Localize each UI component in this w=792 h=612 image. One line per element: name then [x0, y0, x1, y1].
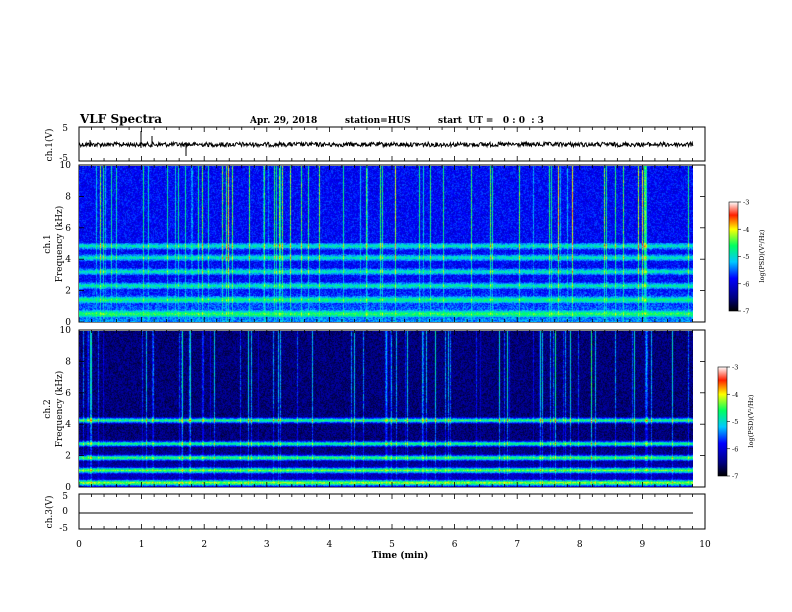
colorbar-tick-label: -3: [732, 364, 738, 372]
date-label: Apr. 29, 2018: [249, 116, 317, 126]
ch3-voltage-frame: [78, 493, 706, 530]
colorbar-tick-label: -5: [732, 418, 738, 426]
x-tick-label: 3: [264, 540, 270, 550]
freq-tick-label: 0: [65, 318, 71, 328]
ch1-colorbar-label: log(PSD)(V²/Hz): [758, 229, 766, 282]
colorbar-tick-label: -7: [743, 308, 749, 316]
colorbar-tick-label: -4: [743, 226, 749, 234]
ch2-spectrogram-image: [79, 331, 693, 487]
colorbar-tick-label: -4: [732, 391, 738, 399]
ch3-ytick-bottom: -5: [59, 524, 68, 534]
freq-tick-label: 10: [60, 326, 72, 336]
freq-tick-label: 10: [60, 161, 72, 171]
freq-tick-label: 4: [65, 420, 71, 430]
x-tick-label: 10: [699, 540, 711, 550]
ch2-colorbar-ticks: -3 -4 -5 -6 -7: [727, 364, 738, 481]
ch1-ytick-top: 5: [62, 124, 68, 134]
ch3-voltage-ylabel: ch.3(V): [44, 496, 55, 529]
freq-tick-label: 6: [65, 224, 71, 234]
ch2-spectrogram-ylabel-channel: ch.2: [43, 399, 53, 418]
ch3-voltage-xticks: [78, 494, 706, 529]
ch2-colorbar-label: log(PSD)(V²/Hz): [747, 394, 755, 447]
ch1-spectrogram-xticks: [78, 165, 706, 322]
colorbar-tick-label: -3: [743, 199, 749, 207]
ch1-colorbar: -3 -4 -5 -6 -7 log(PSD)(V²/Hz): [728, 199, 766, 316]
x-tick-label: 8: [577, 540, 583, 550]
x-tick-label: 6: [452, 540, 458, 550]
x-tick-label: 2: [201, 540, 207, 550]
freq-tick-label: 2: [65, 287, 71, 297]
ch3-ytick-top: 5: [62, 492, 68, 502]
ch2-spectrogram-yticks: 0 2 4 6 8 10: [60, 326, 705, 493]
freq-tick-label: 6: [65, 389, 71, 399]
colorbar-tick-label: -5: [743, 253, 749, 261]
ch1-voltage-panel: 5 -5 ch.1(V): [44, 124, 706, 164]
ch2-colorbar: -3 -4 -5 -6 -7 log(PSD)(V²/Hz): [717, 364, 755, 481]
ch2-spectrogram-xticks: [78, 330, 706, 487]
ch1-voltage-trace: [78, 131, 694, 156]
ch2-spectrogram-ylabel-frequency: Frequency (kHz): [54, 371, 65, 448]
x-tick-label: 7: [514, 540, 520, 550]
station-label: station=HUS: [345, 116, 411, 126]
ch1-colorbar-ticks: -3 -4 -5 -6 -7: [738, 199, 749, 316]
ch1-spectrogram-yticks: 0 2 4 6 8 10: [60, 161, 705, 328]
freq-tick-label: 2: [65, 452, 71, 462]
ch1-spectrogram-image: [79, 166, 693, 322]
start-time-label: start UT = 0 : 0 : 3: [438, 116, 544, 126]
ch3-voltage-panel: 5 0 -5 ch.3(V): [44, 492, 706, 534]
x-tick-label: 4: [327, 540, 333, 550]
ch1-ytick-bottom: -5: [59, 154, 68, 164]
x-tick-label: 1: [139, 540, 145, 550]
ch1-colorbar-gradient: [728, 201, 739, 312]
ch1-voltage-xticks: [78, 127, 706, 161]
ch1-spectrogram-panel: 0 2 4 6 8 10 ch.1 Frequency (kHz): [43, 161, 706, 328]
ch3-ytick-mid: 0: [62, 507, 68, 517]
freq-tick-label: 0: [65, 483, 71, 493]
ch1-voltage-ylabel: ch.1(V): [44, 129, 55, 162]
x-tick-label: 9: [640, 540, 646, 550]
freq-tick-label: 8: [65, 357, 71, 367]
colorbar-tick-label: -6: [732, 445, 738, 453]
colorbar-tick-label: -7: [732, 473, 738, 481]
colorbar-tick-label: -6: [743, 280, 749, 288]
figure-title: VLF Spectra: [79, 112, 162, 126]
x-axis-tick-labels: 0 1 2 3 4 5 6 7 8 9 10: [76, 540, 711, 550]
ch1-spectrogram-ylabel-frequency: Frequency (kHz): [54, 206, 65, 283]
freq-tick-label: 4: [65, 255, 71, 265]
ch2-colorbar-gradient: [717, 366, 728, 477]
ch1-spectrogram-ylabel-channel: ch.1: [43, 234, 53, 253]
x-axis-label: Time (min): [372, 550, 429, 561]
x-tick-label: 5: [389, 540, 395, 550]
x-tick-label: 0: [76, 540, 82, 550]
freq-tick-label: 8: [65, 192, 71, 202]
ch2-spectrogram-panel: 0 2 4 6 8 10 ch.2 Frequency (kHz): [43, 326, 706, 493]
